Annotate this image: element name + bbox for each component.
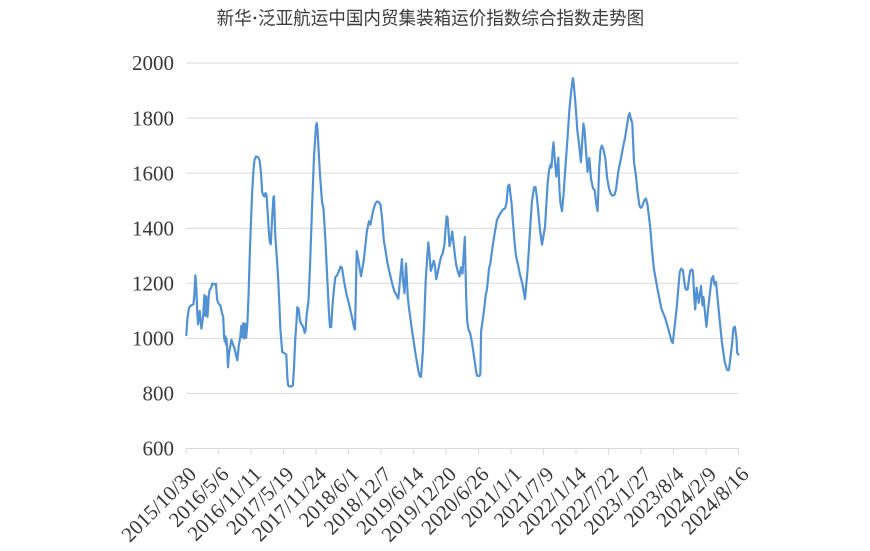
svg-text:600: 600	[143, 437, 175, 461]
svg-text:1800: 1800	[132, 106, 174, 130]
svg-text:1000: 1000	[132, 327, 174, 351]
svg-text:1400: 1400	[132, 216, 174, 240]
svg-text:1600: 1600	[132, 161, 174, 185]
svg-text:800: 800	[143, 382, 175, 406]
svg-text:1200: 1200	[132, 272, 174, 296]
svg-text:2000: 2000	[132, 51, 174, 75]
